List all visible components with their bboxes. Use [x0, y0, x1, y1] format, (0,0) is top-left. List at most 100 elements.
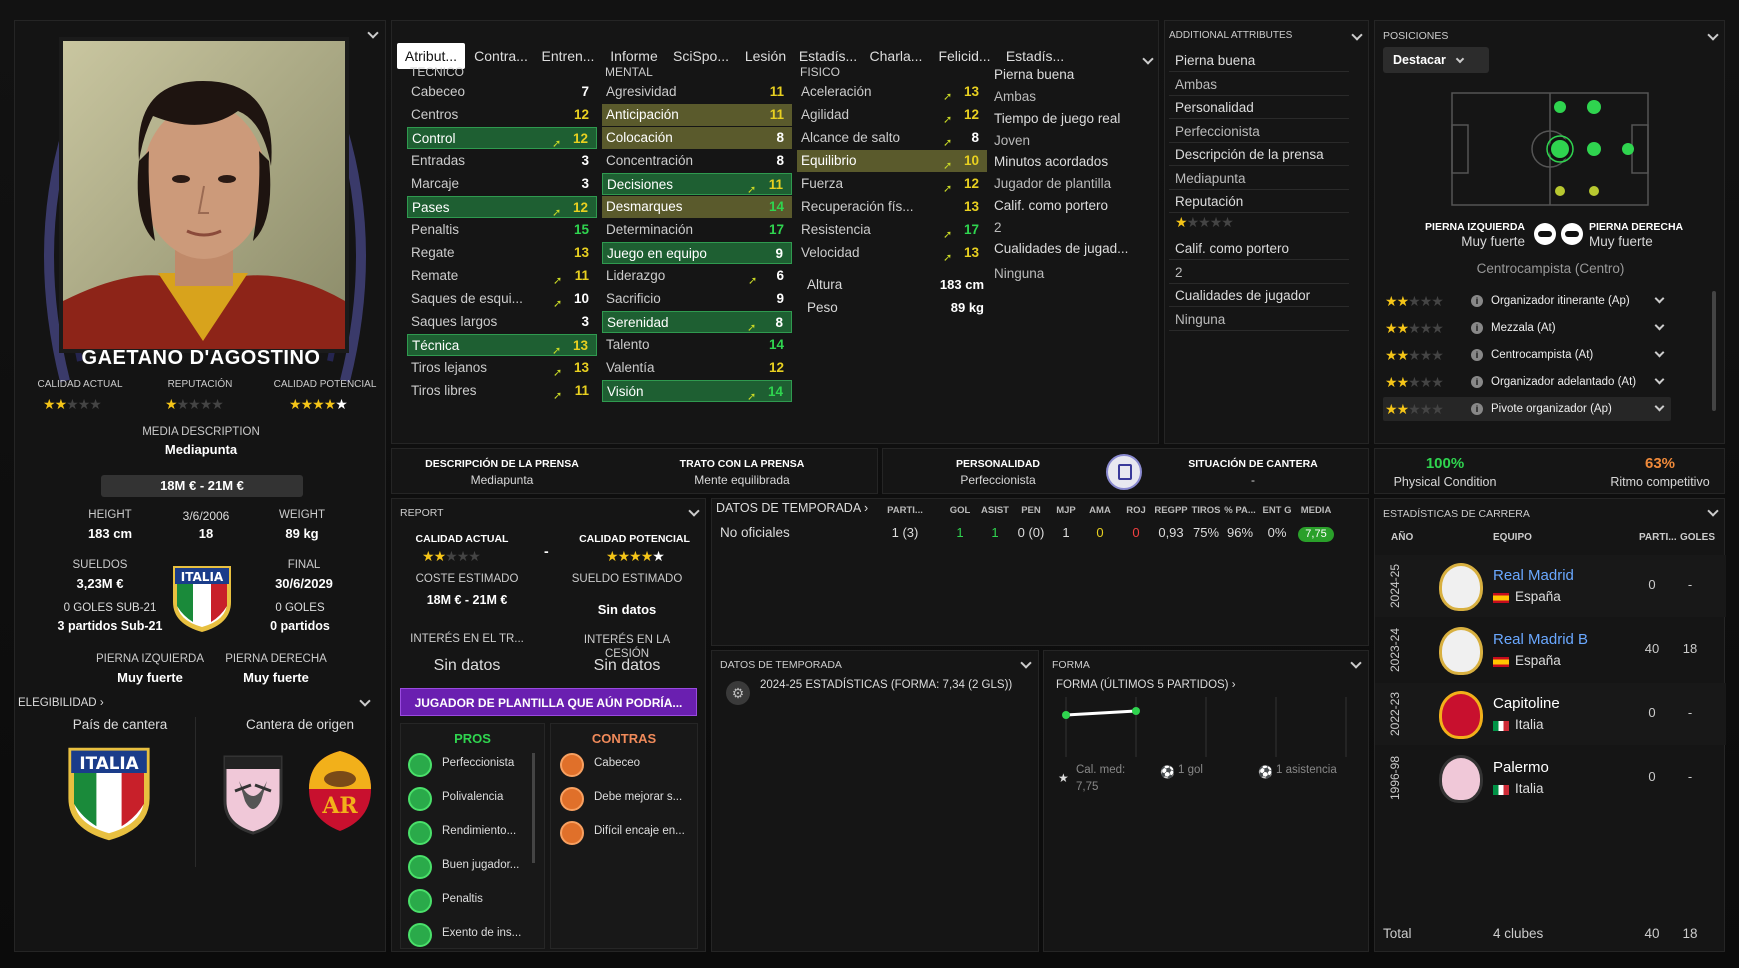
attribute-name: Recuperación fís... [801, 199, 914, 214]
attribute-row[interactable]: Control 12 ➚ [407, 127, 597, 150]
interes-tr-label: INTERÉS EN EL TR... [410, 633, 524, 645]
attribute-row[interactable]: Recuperación fís... 13 [797, 196, 987, 218]
attribute-row[interactable]: Tiros libres 11 ➚ [407, 380, 597, 402]
attribute-row[interactable]: Alcance de salto 8 ➚ [797, 127, 987, 149]
attribute-row[interactable]: Fuerza 12 ➚ [797, 173, 987, 195]
pro-item[interactable]: Buen jugador... [408, 853, 533, 881]
attribute-row[interactable]: Concentración 8 [602, 150, 792, 172]
attribute-row[interactable]: Aceleración 13 ➚ [797, 81, 987, 103]
career-team[interactable]: Real Madrid B [1493, 631, 1589, 648]
forma-expand-icon[interactable] [1350, 657, 1362, 669]
attribute-row[interactable]: Liderazgo 6 ➚ [602, 265, 792, 287]
attribute-row[interactable]: Cabeceo 7 [407, 81, 597, 103]
info-icon[interactable]: i [1471, 322, 1483, 334]
tab-8[interactable]: Felicid... [938, 48, 991, 64]
attribute-row[interactable]: Desmarques 14 [602, 196, 792, 218]
attribute-row[interactable]: Centros 12 [407, 104, 597, 126]
tab-2[interactable]: Entren... [541, 48, 595, 64]
pro-item[interactable]: Rendimiento... [408, 819, 533, 847]
tab-9[interactable]: Estadís... [1005, 48, 1065, 64]
attribute-row[interactable]: Anticipación 11 [602, 104, 792, 126]
attribute-row[interactable]: Resistencia 17 ➚ [797, 219, 987, 241]
star-icon: ★ [300, 396, 314, 412]
tab-0[interactable]: Atribut... [397, 43, 465, 69]
report-expand-icon[interactable] [688, 505, 700, 517]
career-team[interactable]: Real Madrid [1493, 567, 1574, 584]
info-icon[interactable]: i [1471, 349, 1483, 361]
additional-expand-icon[interactable] [1351, 29, 1363, 41]
tab-4[interactable]: SciSpo... [672, 48, 730, 64]
role-row[interactable]: ★★★★★ i Organizador itinerante (Ap) [1383, 289, 1671, 313]
season2-expand-icon[interactable] [1020, 657, 1032, 669]
attribute-name: Anticipación [606, 107, 679, 122]
attribute-row[interactable]: Valentía 12 [602, 357, 792, 379]
career-row[interactable]: 2023-24 Real Madrid B España 40 18 [1375, 619, 1726, 681]
forma-subtitle-link[interactable]: FORMA (ÚLTIMOS 5 PARTIDOS) › [1056, 679, 1236, 691]
attribute-row[interactable]: Talento 14 [602, 334, 792, 356]
contra-item[interactable]: Cabeceo [560, 751, 695, 779]
role-row[interactable]: ★★★★★ i Pivote organizador (Ap) [1383, 397, 1671, 421]
attribute-row[interactable]: Serenidad 8 ➚ [602, 311, 792, 334]
plantilla-banner[interactable]: JUGADOR DE PLANTILLA QUE AÚN PODRÍA... [400, 688, 697, 716]
attribute-row[interactable]: Saques largos 3 [407, 311, 597, 333]
role-name: Mezzala (At) [1491, 322, 1556, 334]
attribute-row[interactable]: Remate 11 ➚ [407, 265, 597, 287]
attribute-row[interactable]: Decisiones 11 ➚ [602, 173, 792, 196]
pos-pierna-der-value: Muy fuerte [1589, 234, 1653, 249]
career-row[interactable]: 2024-25 Real Madrid España 0 - [1375, 555, 1726, 617]
attribute-row[interactable]: Pases 12 ➚ [407, 196, 597, 219]
role-row[interactable]: ★★★★★ i Mezzala (At) [1383, 316, 1671, 340]
attribute-row[interactable]: Regate 13 [407, 242, 597, 264]
attribute-row[interactable]: Visión 14 ➚ [602, 380, 792, 403]
roles-scrollbar[interactable] [1712, 291, 1716, 411]
pros-scrollbar[interactable] [532, 753, 535, 863]
tab-1[interactable]: Contra... [474, 48, 528, 64]
additional-attributes-panel: ADDITIONAL ATTRIBUTES Pierna buena Ambas P… [1164, 20, 1369, 444]
career-expand-icon[interactable] [1707, 505, 1719, 517]
attribute-row[interactable]: Agresividad 11 [602, 81, 792, 103]
pro-item[interactable]: Perfeccionista [408, 751, 533, 779]
role-row[interactable]: ★★★★★ i Organizador adelantado (At) [1383, 370, 1671, 394]
attribute-row[interactable]: Determinación 17 [602, 219, 792, 241]
career-row[interactable]: 1996-98 Palermo Italia 0 - [1375, 747, 1726, 809]
season-panel: DATOS DE TEMPORADA › PARTI... GOL ASIST PEN… [711, 498, 1369, 646]
attribute-name: Tiros libres [411, 383, 477, 398]
pro-item[interactable]: Polivalencia [408, 785, 533, 813]
attribute-row[interactable]: Sacrificio 9 [602, 288, 792, 310]
elegibilidad-link[interactable]: ELEGIBILIDAD › [18, 697, 104, 709]
pro-item[interactable]: Exento de ins... [408, 921, 533, 949]
attribute-row[interactable]: Tiros lejanos 13 ➚ [407, 357, 597, 379]
attribute-row[interactable]: Saques de esqui... 10 ➚ [407, 288, 597, 310]
attribute-row[interactable]: Juego en equipo 9 [602, 242, 792, 264]
season-title-link[interactable]: DATOS DE TEMPORADA › [716, 501, 869, 515]
elegibilidad-expand-icon[interactable] [359, 695, 371, 707]
positions-expand-icon[interactable] [1707, 29, 1719, 41]
tab-7[interactable]: Charla... [869, 48, 923, 64]
attribute-row[interactable]: Velocidad 13 ➚ [797, 242, 987, 264]
role-row[interactable]: ★★★★★ i Centrocampista (At) [1383, 343, 1671, 367]
press-trato: Mente equilibrada [694, 473, 790, 487]
career-panel: ESTADÍSTICAS DE CARRERA AÑO EQUIPO PARTI… [1374, 498, 1726, 952]
info-icon[interactable]: i [1471, 295, 1483, 307]
tab-6[interactable]: Estadís... [798, 48, 858, 64]
tab-3[interactable]: Informe [610, 48, 658, 64]
contra-item[interactable]: Debe mejorar s... [560, 785, 695, 813]
pro-item[interactable]: Penaltis [408, 887, 533, 915]
info-icon[interactable]: i [1471, 403, 1483, 415]
sueldo-label: SUELDO ESTIMADO [571, 573, 683, 585]
destacar-dropdown[interactable]: Destacar [1383, 47, 1489, 73]
attribute-row[interactable]: Equilibrio 10 ➚ [797, 150, 987, 172]
attribute-row[interactable]: Marcaje 3 [407, 173, 597, 195]
personality-icon[interactable] [1106, 454, 1142, 490]
info-icon[interactable]: i [1471, 376, 1483, 388]
player-panel-menu-icon[interactable] [367, 27, 379, 39]
contra-item[interactable]: Difícil encaje en... [560, 819, 695, 847]
attribute-row[interactable]: Colocación 8 [602, 127, 792, 149]
attribute-row[interactable]: Entradas 3 [407, 150, 597, 172]
tab-5[interactable]: Lesión [744, 48, 787, 64]
attributes-menu-icon[interactable] [1142, 53, 1154, 65]
attribute-row[interactable]: Agilidad 12 ➚ [797, 104, 987, 126]
career-row[interactable]: 2022-23 Capitoline Italia 0 - [1375, 683, 1726, 745]
attribute-row[interactable]: Técnica 13 ➚ [407, 334, 597, 357]
attribute-row[interactable]: Penaltis 15 [407, 219, 597, 241]
